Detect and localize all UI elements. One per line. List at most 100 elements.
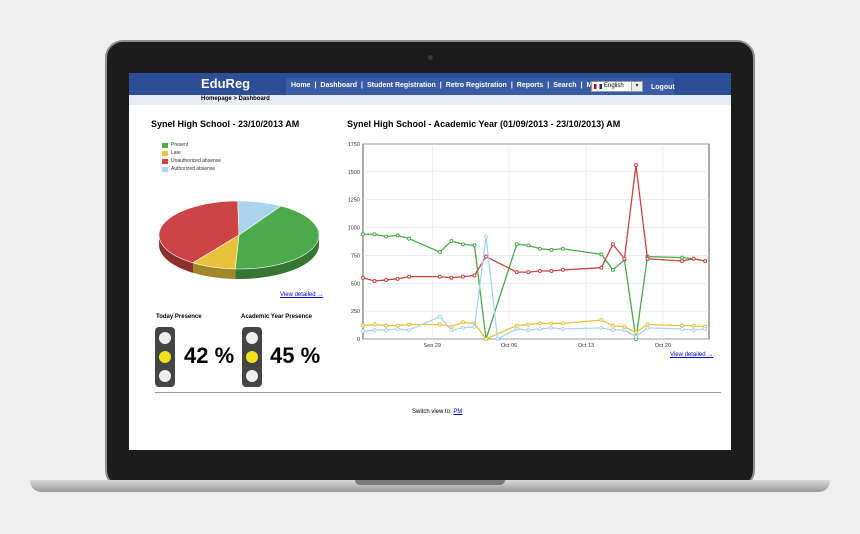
data-point-late[interactable] [549,321,554,326]
data-point-unauthorized[interactable] [361,275,365,280]
data-point-unauthorized[interactable] [407,274,412,279]
data-point-unauthorized[interactable] [633,163,638,168]
data-point-authorized[interactable] [361,329,365,334]
data-point-present[interactable] [460,242,465,247]
data-point-present[interactable] [395,233,400,238]
app-logo[interactable]: EduReg [201,76,251,91]
data-point-authorized[interactable] [460,325,465,330]
data-point-unauthorized[interactable] [703,259,708,263]
data-point-unauthorized[interactable] [622,256,627,261]
pie-slice-unauthorized[interactable] [158,200,240,264]
data-point-authorized[interactable] [495,337,500,341]
data-point-present[interactable] [407,236,412,241]
data-point-late[interactable] [680,323,685,328]
data-point-authorized[interactable] [526,328,531,333]
data-point-authorized[interactable] [599,325,604,330]
data-point-authorized[interactable] [437,314,442,319]
data-point-late[interactable] [514,323,519,328]
data-point-unauthorized[interactable] [599,265,604,270]
data-point-authorized[interactable] [384,328,389,333]
nav-item-retro-registration[interactable]: Retro Registration [445,82,507,89]
pie-view-detailed-link[interactable]: View detailed → [280,292,324,298]
data-point-authorized[interactable] [449,328,454,333]
data-point-unauthorized[interactable] [484,254,489,259]
data-point-unauthorized[interactable] [691,256,696,261]
logout-link[interactable]: Logout [651,84,675,91]
data-point-unauthorized[interactable] [437,274,442,279]
data-point-authorized[interactable] [395,326,400,331]
data-point-unauthorized[interactable] [472,273,477,278]
data-point-present[interactable] [680,255,685,260]
data-point-present[interactable] [472,243,477,248]
data-point-present[interactable] [549,247,554,252]
nav-item-search[interactable]: Search [553,82,577,89]
data-point-present[interactable] [449,238,454,243]
data-point-unauthorized[interactable] [680,259,685,263]
data-point-late[interactable] [449,324,454,329]
data-point-unauthorized[interactable] [460,274,465,279]
data-point-present[interactable] [610,267,615,272]
data-point-late[interactable] [460,320,465,325]
data-point-late[interactable] [361,323,365,328]
nav-item-reports[interactable]: Reports [516,82,544,89]
nav-item-student-registration[interactable]: Student Registration [366,82,436,89]
data-point-unauthorized[interactable] [395,276,400,281]
data-point-unauthorized[interactable] [449,275,454,280]
data-point-late[interactable] [622,324,627,329]
data-point-present[interactable] [537,246,542,251]
data-point-authorized[interactable] [610,328,615,333]
nav-item-dashboard[interactable]: Dashboard [320,82,357,89]
data-point-present[interactable] [526,243,531,248]
data-point-present[interactable] [361,232,365,237]
data-point-present[interactable] [560,246,565,251]
data-point-late[interactable] [537,321,542,326]
data-point-authorized[interactable] [560,326,565,331]
data-point-late[interactable] [599,318,604,323]
data-point-unauthorized[interactable] [537,269,542,274]
data-point-present[interactable] [384,234,389,239]
data-point-present[interactable] [437,250,442,255]
data-point-late[interactable] [610,323,615,328]
data-point-late[interactable] [526,322,531,327]
data-point-authorized[interactable] [372,328,377,333]
data-point-late[interactable] [645,322,650,327]
data-point-authorized[interactable] [703,326,708,331]
data-point-late[interactable] [407,322,412,327]
data-point-late[interactable] [691,323,696,328]
data-point-authorized[interactable] [622,328,627,333]
data-point-authorized[interactable] [549,325,554,330]
data-point-unauthorized[interactable] [372,279,377,284]
data-point-late[interactable] [560,321,565,326]
data-point-authorized[interactable] [484,234,489,239]
data-point-unauthorized[interactable] [526,270,531,275]
data-point-late[interactable] [484,337,489,341]
data-point-present[interactable] [372,232,377,237]
data-point-late[interactable] [437,322,442,327]
data-point-authorized[interactable] [537,326,542,331]
data-point-authorized[interactable] [407,328,412,333]
data-point-unauthorized[interactable] [549,269,554,274]
data-point-authorized[interactable] [633,334,638,339]
data-point-authorized[interactable] [514,326,519,331]
line-view-detailed-link[interactable]: View detailed → [670,352,714,358]
data-point-authorized[interactable] [472,324,477,329]
switch-view-pm-link[interactable]: PM [453,409,463,415]
data-point-unauthorized[interactable] [384,277,389,282]
language-select[interactable]: English ▾ [591,81,643,92]
data-point-unauthorized[interactable] [560,267,565,272]
data-point-unauthorized[interactable] [645,256,650,261]
nav-item-home[interactable]: Home [291,82,311,89]
data-point-late[interactable] [395,323,400,328]
data-point-late[interactable] [372,322,377,327]
data-point-present[interactable] [599,252,604,257]
data-point-authorized[interactable] [680,326,685,331]
data-point-late[interactable] [633,330,638,335]
data-point-unauthorized[interactable] [514,270,519,275]
data-point-late[interactable] [384,323,389,328]
pie-slice-present[interactable] [234,205,320,270]
data-point-present[interactable] [514,242,519,247]
data-point-authorized[interactable] [691,328,696,333]
pie-slice-authorized[interactable] [237,200,282,236]
data-point-unauthorized[interactable] [610,242,615,247]
data-point-authorized[interactable] [645,325,650,330]
